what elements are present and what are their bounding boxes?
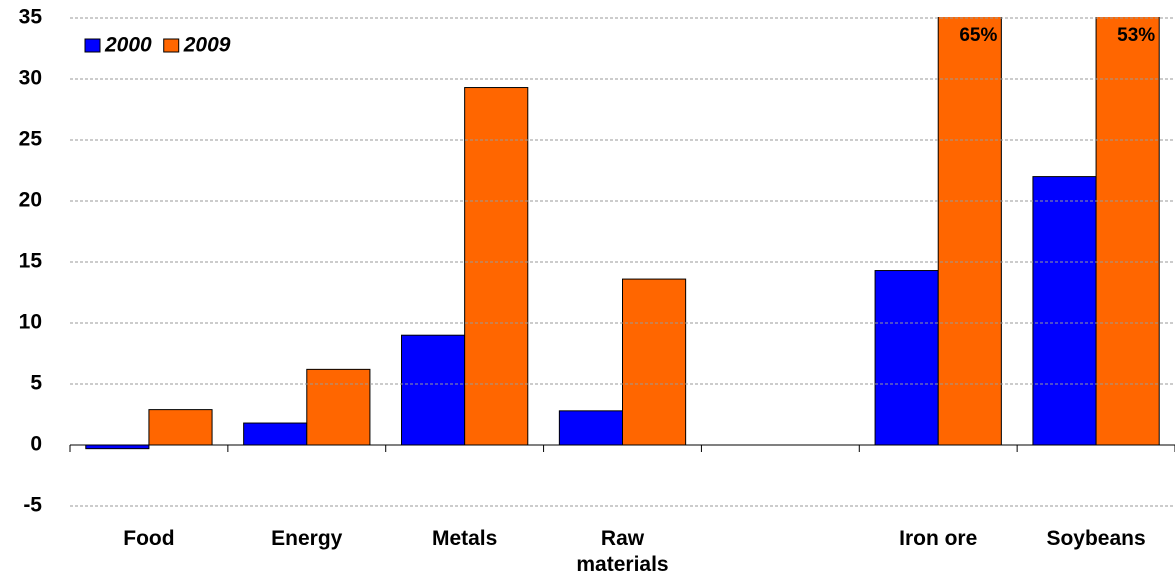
legend-swatch: [84, 38, 101, 53]
bar: [85, 444, 150, 450]
bar: [243, 422, 308, 446]
bar: [937, 17, 1002, 446]
legend-label: 2000: [104, 34, 152, 57]
legend-swatch: [163, 38, 180, 53]
bar: [1095, 17, 1160, 446]
bar: [464, 87, 529, 446]
bar: [874, 270, 939, 446]
bar: [558, 410, 623, 446]
x-tick-label: Metals: [431, 527, 498, 550]
bar: [148, 409, 213, 446]
bar: [306, 368, 371, 446]
y-tick-label: 20: [19, 189, 42, 212]
x-tick-label: Energy: [271, 527, 343, 550]
bar: [1032, 176, 1097, 446]
y-tick-label: 35: [19, 6, 43, 29]
x-tick-label: Raw materials: [576, 527, 669, 576]
y-tick-label: 15: [19, 250, 43, 273]
y-tick-label: 30: [19, 67, 42, 90]
x-tick-label: Soybeans: [1046, 527, 1146, 550]
data-label: 65%: [959, 25, 997, 46]
y-tick-label: -5: [23, 494, 42, 517]
bar: [622, 278, 687, 446]
legend-label: 2009: [183, 34, 231, 57]
y-tick-label: 10: [19, 311, 42, 334]
x-tick-label: Iron ore: [899, 527, 978, 550]
y-tick-label: 5: [30, 372, 42, 395]
x-tick-label: Food: [123, 527, 175, 550]
y-tick-label: 25: [19, 128, 43, 151]
data-label: 53%: [1117, 25, 1155, 46]
bar: [401, 334, 466, 446]
plot-area: [85, 17, 1160, 450]
y-tick-label: 0: [30, 433, 42, 456]
